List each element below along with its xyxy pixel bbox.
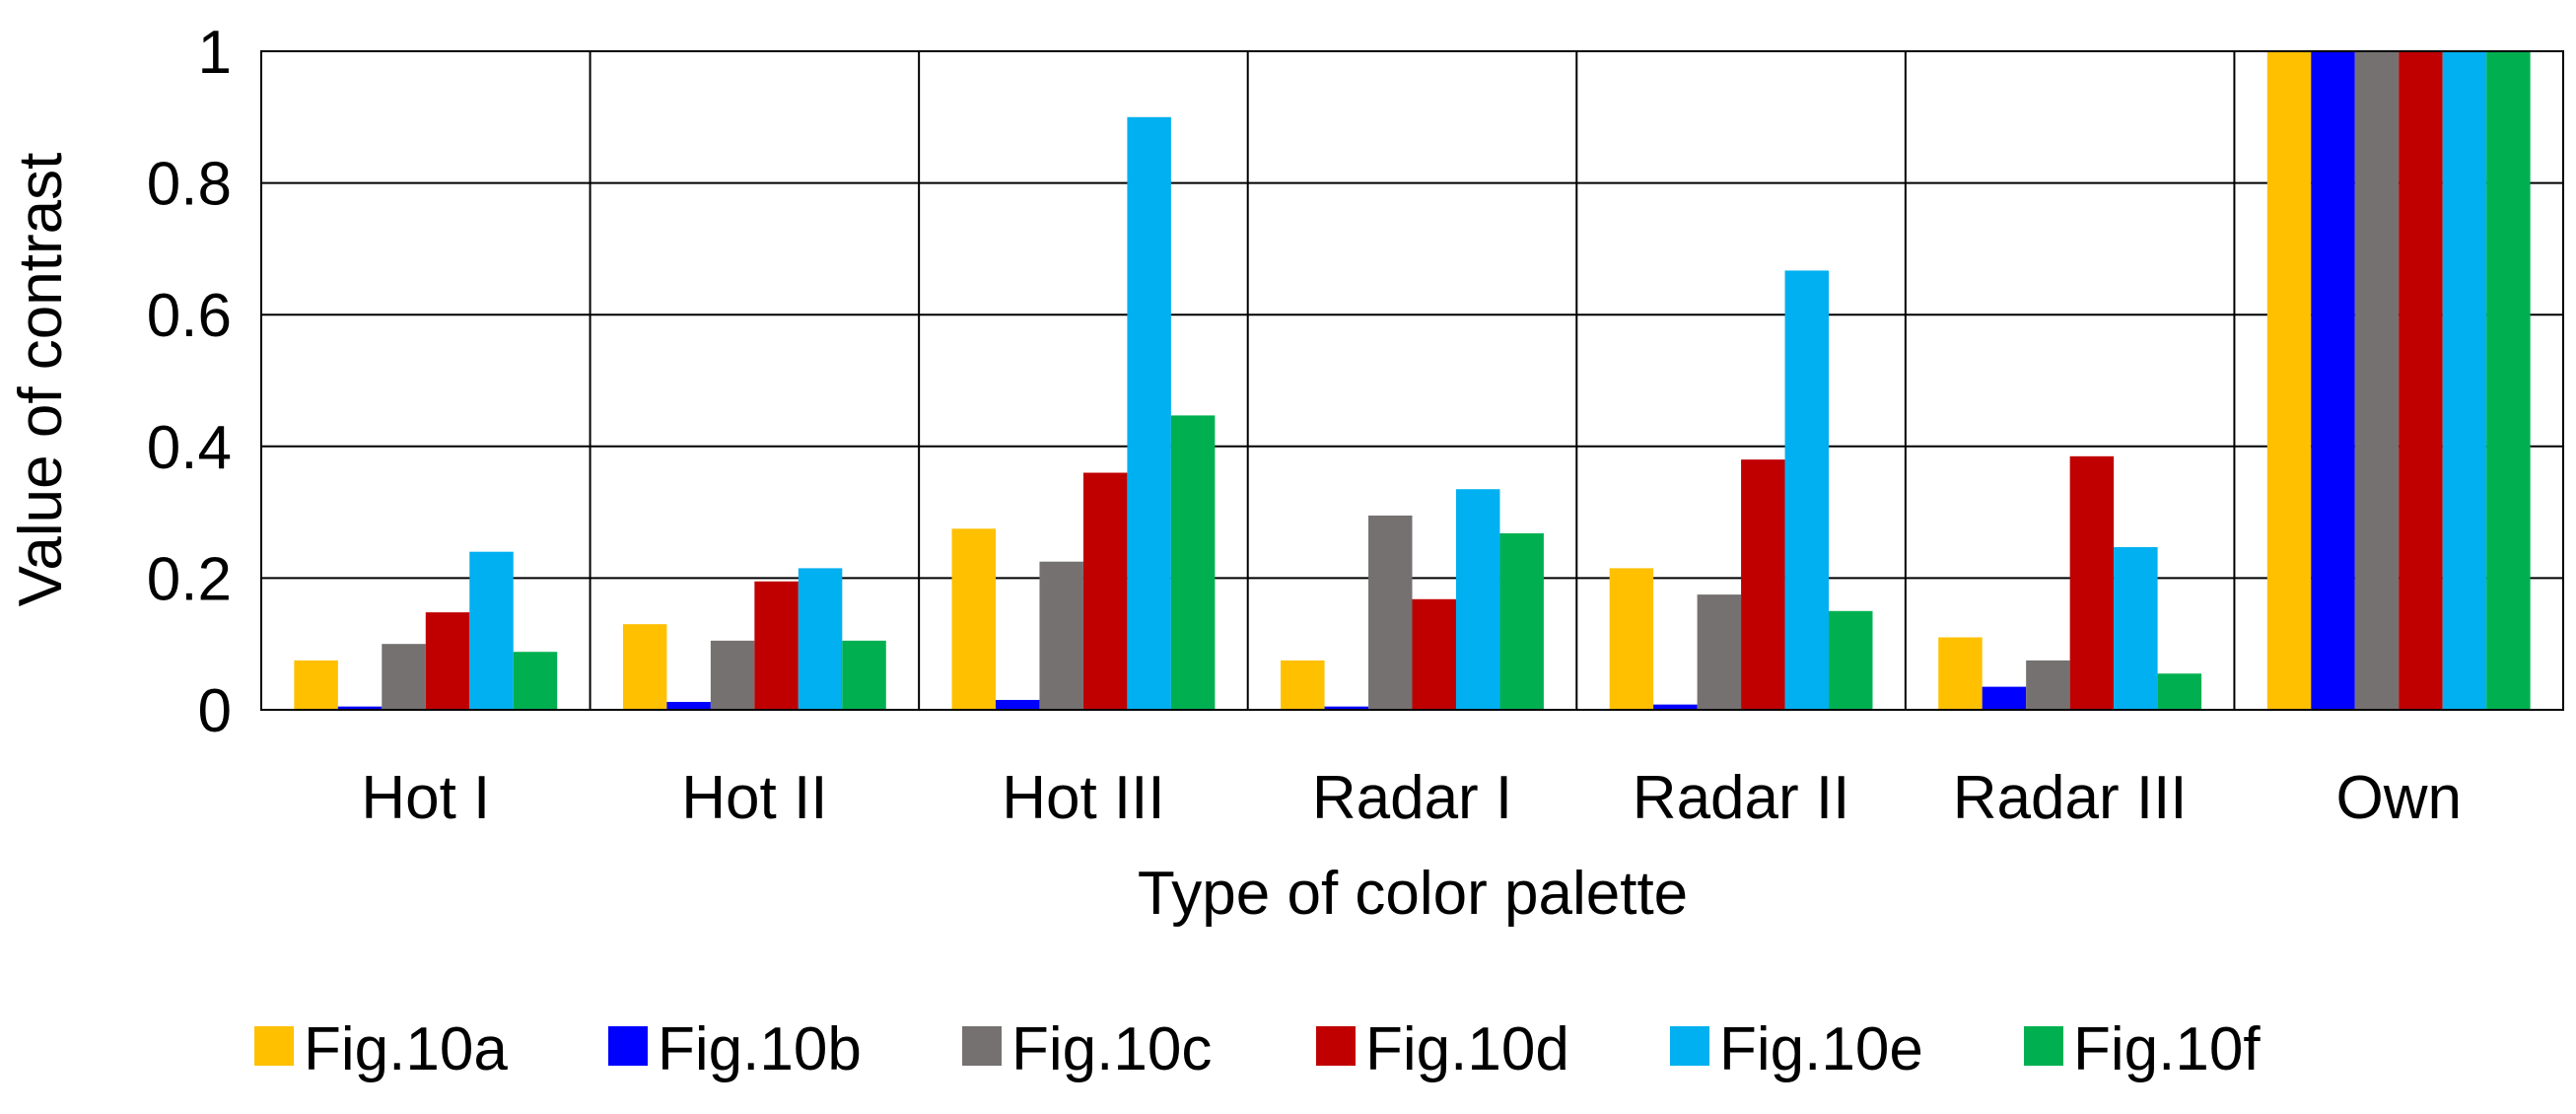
bar-fig-10b-hot-ii (666, 701, 711, 710)
y-axis-title: Value of contrast (7, 153, 75, 607)
bar-fig-10a-hot-ii (622, 624, 667, 710)
bar-fig-10f-hot-ii (842, 640, 886, 710)
bar-fig-10b-radar-ii (1653, 704, 1698, 710)
legend-label: Fig.10b (658, 1015, 862, 1083)
x-tick-label: Own (2335, 764, 2461, 832)
bar-fig-10d-radar-ii (1741, 459, 1785, 710)
plot-border (260, 50, 2564, 711)
x-tick-label: Hot II (681, 764, 827, 832)
bar-fig-10a-radar-ii (1609, 568, 1654, 710)
bar-fig-10f-radar-iii (2157, 673, 2202, 710)
bar-fig-10a-own (2266, 51, 2312, 710)
bar-fig-10b-hot-i (337, 706, 383, 710)
legend-label: Fig.10d (1365, 1015, 1569, 1083)
x-tick-label: Hot III (1002, 764, 1164, 832)
x-tick-label: Radar I (1312, 764, 1512, 832)
bar-fig-10c-radar-i (1368, 515, 1413, 710)
bar-fig-10d-own (2399, 51, 2443, 710)
bar-fig-10c-hot-iii (1039, 561, 1083, 710)
bar-fig-10d-hot-ii (754, 581, 799, 710)
y-axis-ticks: 0 0.2 0.4 0.6 0.8 1 (147, 19, 232, 745)
bars (294, 51, 2531, 711)
legend-swatch (1316, 1026, 1356, 1066)
bar-fig-10e-hot-ii (798, 568, 843, 710)
bar-fig-10e-hot-iii (1127, 116, 1171, 711)
legend-swatch (2024, 1026, 2063, 1066)
legend-label: Fig.10f (2073, 1015, 2261, 1083)
x-axis-ticks: Hot I Hot II Hot III Radar I Radar II Radar I… (361, 764, 2462, 832)
bar-fig-10a-hot-iii (951, 528, 996, 710)
bar-fig-10e-hot-i (469, 551, 514, 710)
bar-fig-10f-own (2486, 51, 2531, 710)
bar-fig-10b-hot-iii (995, 699, 1040, 710)
legend-swatch (962, 1026, 1002, 1066)
legend: Fig.10a Fig.10b Fig.10c Fig.10d Fig.10e Fig.1… (254, 1015, 2261, 1083)
bar-fig-10b-radar-i (1324, 706, 1369, 710)
bar-fig-10d-hot-iii (1082, 472, 1128, 710)
y-tick-label: 0.8 (147, 151, 232, 219)
legend-label: Fig.10e (1719, 1015, 1923, 1083)
bar-fig-10b-own (2311, 51, 2355, 710)
bar-fig-10f-hot-iii (1170, 415, 1216, 710)
y-tick-label: 0.6 (147, 282, 232, 350)
x-tick-label: Hot I (361, 764, 490, 832)
bar-fig-10e-radar-ii (1784, 270, 1830, 710)
x-axis-title: Type of color palette (1138, 860, 1688, 928)
bar-fig-10c-radar-iii (2026, 660, 2070, 710)
bar-fig-10c-own (2354, 51, 2400, 710)
x-tick-label: Radar II (1633, 764, 1850, 832)
plot-frame (260, 50, 2564, 711)
bar-fig-10f-hot-i (513, 652, 558, 710)
bar-fig-10d-hot-i (425, 612, 470, 710)
bar-fig-10c-hot-ii (710, 640, 755, 710)
y-tick-label: 0.2 (147, 545, 232, 613)
legend-swatch (1670, 1026, 1709, 1066)
legend-label: Fig.10c (1011, 1015, 1212, 1083)
bar-fig-10f-radar-ii (1829, 610, 1873, 710)
bar-fig-10b-radar-iii (1982, 686, 2027, 710)
y-tick-label: 0 (198, 677, 232, 745)
legend-swatch (254, 1026, 294, 1066)
bar-fig-10e-radar-iii (2114, 547, 2158, 710)
y-tick-label: 1 (198, 19, 232, 87)
bar-fig-10c-hot-i (382, 644, 426, 710)
x-tick-label: Radar III (1953, 764, 2188, 832)
legend-swatch (608, 1026, 648, 1066)
bar-fig-10d-radar-i (1412, 598, 1456, 710)
bar-fig-10a-hot-i (294, 660, 338, 710)
bar-fig-10d-radar-iii (2069, 455, 2115, 710)
bar-fig-10a-radar-iii (1938, 637, 1983, 710)
bar-fig-10c-radar-ii (1697, 594, 1742, 710)
legend-label: Fig.10a (304, 1015, 508, 1083)
y-tick-label: 0.4 (147, 414, 232, 482)
bar-fig-10a-radar-i (1281, 660, 1325, 710)
bar-fig-10e-radar-i (1455, 489, 1500, 710)
bar-fig-10e-own (2442, 51, 2487, 710)
bar-fig-10f-radar-i (1499, 532, 1544, 710)
